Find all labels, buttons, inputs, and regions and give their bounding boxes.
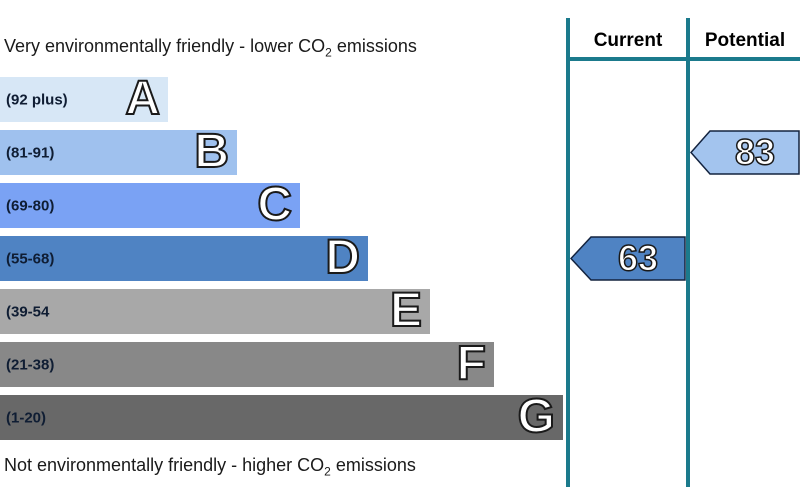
band-bar: (1-20) G — [0, 389, 563, 443]
current-column-header: Current — [593, 30, 663, 51]
band-row-f: (21-38) F — [0, 336, 494, 390]
left-arrow-shape — [690, 130, 800, 175]
band-letter: G — [517, 389, 556, 443]
potential-column-header: Potential — [704, 30, 786, 51]
band-range-label: (55-68) — [6, 250, 55, 267]
bottom-note: Not environmentally friendly - higher CO… — [4, 455, 416, 479]
band-row-b: (81-91) B — [0, 124, 237, 178]
bottom-note-text: Not environmentally friendly - higher CO — [4, 455, 325, 475]
bottom-note-subscript: 2 — [324, 464, 331, 479]
band-bar: (21-38) F — [0, 336, 494, 390]
top-note: Very environmentally friendly - lower CO… — [4, 36, 417, 60]
bottom-note-suffix: emissions — [330, 455, 416, 475]
header-underline — [566, 57, 800, 61]
band-range-label: (69-80) — [6, 197, 55, 214]
band-bar: (55-68) D — [0, 230, 368, 284]
band-letter: D — [324, 230, 361, 284]
band-range-label: (81-91) — [6, 144, 55, 161]
band-bar: (69-80) C — [0, 177, 300, 231]
potential-column-left-line — [686, 18, 690, 487]
top-note-text: Very environmentally friendly - lower CO — [4, 36, 326, 56]
band-letter: F — [456, 336, 487, 390]
potential-rating-pointer: 83 — [690, 130, 800, 175]
band-row-a: (92 plus) A — [0, 71, 168, 125]
band-letter: B — [193, 124, 230, 178]
top-note-suffix: emissions — [331, 36, 417, 56]
band-bar: (81-91) B — [0, 124, 237, 178]
band-letter: A — [124, 71, 161, 125]
current-column-left-line — [566, 18, 570, 487]
band-row-d: (55-68) D — [0, 230, 368, 284]
band-row-c: (69-80) C — [0, 177, 300, 231]
band-letter: C — [256, 177, 293, 231]
band-bar: (92 plus) A — [0, 71, 168, 125]
current-rating-pointer: 63 — [570, 236, 686, 281]
band-row-e: (39-54 E — [0, 283, 430, 337]
band-bar: (39-54 E — [0, 283, 430, 337]
current-rating-value: 63 — [617, 236, 659, 278]
left-arrow-shape — [570, 236, 686, 281]
band-row-g: (1-20) G — [0, 389, 563, 443]
band-range-label: (1-20) — [6, 409, 47, 426]
band-letter: E — [389, 283, 423, 337]
top-note-subscript: 2 — [325, 45, 332, 60]
band-range-label: (39-54 — [6, 303, 50, 320]
band-range-label: (21-38) — [6, 356, 55, 373]
band-range-label: (92 plus) — [6, 91, 68, 108]
potential-rating-value: 83 — [734, 130, 776, 172]
